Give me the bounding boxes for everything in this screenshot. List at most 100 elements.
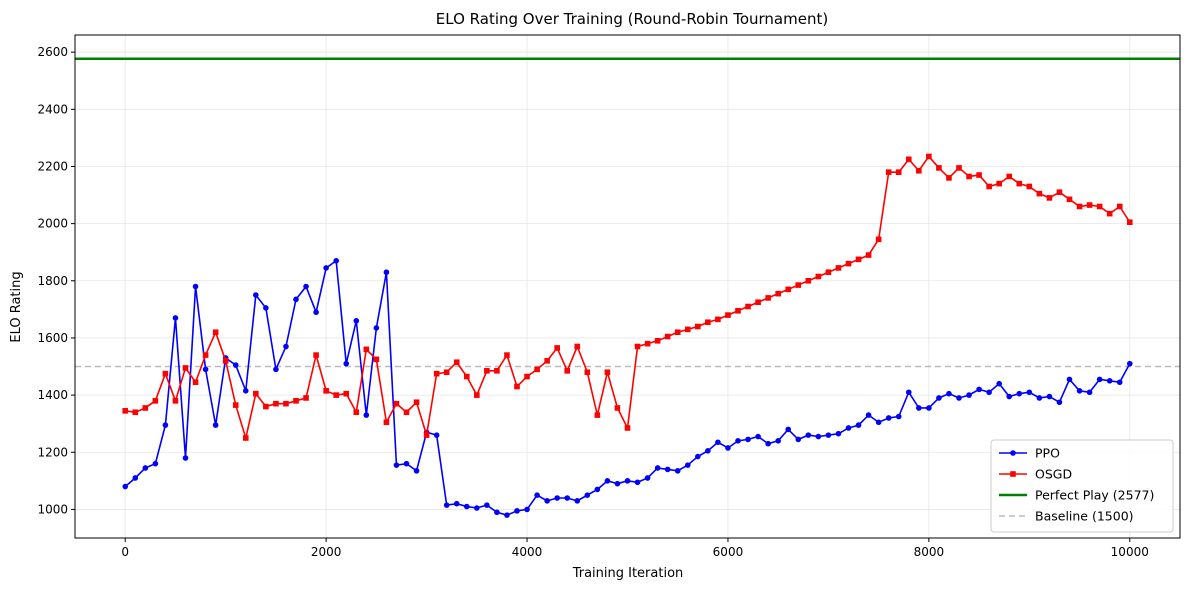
y-tick-label: 2600 [37, 45, 68, 59]
data-point-osgd [936, 165, 942, 171]
data-point-ppo [534, 492, 540, 498]
x-axis-label: Training Iteration [572, 566, 684, 581]
data-point-osgd [383, 419, 390, 426]
data-point-osgd [122, 408, 129, 414]
data-point-ppo [735, 438, 741, 444]
data-point-ppo [1106, 378, 1113, 384]
data-point-osgd [504, 352, 510, 358]
data-point-osgd [775, 290, 781, 297]
data-point-ppo [614, 480, 621, 487]
data-point-ppo [253, 292, 259, 298]
data-point-ppo [1026, 389, 1033, 396]
data-point-ppo [715, 439, 721, 446]
y-tick-label: 1000 [37, 502, 68, 516]
data-point-osgd [584, 369, 591, 376]
data-point-ppo [494, 509, 500, 516]
data-point-ppo [695, 453, 701, 460]
data-point-osgd [845, 260, 852, 267]
data-point-ppo [263, 305, 269, 311]
data-point-osgd [494, 368, 500, 374]
data-point-ppo [1076, 388, 1083, 394]
data-point-osgd [353, 409, 360, 416]
data-point-ppo [353, 317, 360, 324]
data-point-ppo [574, 498, 581, 504]
data-point-ppo [624, 478, 631, 484]
data-point-osgd [755, 299, 761, 306]
data-point-ppo [684, 462, 691, 468]
data-point-ppo [775, 438, 781, 444]
data-point-osgd [1006, 173, 1013, 180]
data-point-ppo [393, 462, 400, 468]
data-point-ppo [674, 468, 681, 474]
data-point-osgd [614, 405, 621, 411]
data-point-ppo [484, 502, 490, 508]
data-point-ppo [584, 492, 591, 498]
data-point-ppo [544, 498, 550, 504]
data-point-osgd [715, 316, 721, 323]
data-point-osgd [604, 369, 611, 376]
data-point-osgd [1046, 195, 1053, 201]
data-point-osgd [554, 345, 560, 351]
data-point-ppo [805, 432, 812, 438]
data-point-osgd [313, 352, 319, 358]
data-point-ppo [514, 508, 520, 514]
series-group [122, 153, 1133, 518]
data-point-ppo [644, 475, 651, 481]
plot-frame [74, 34, 1181, 539]
data-point-ppo [976, 386, 982, 393]
data-point-osgd [474, 392, 480, 398]
data-point-osgd [594, 412, 601, 418]
data-point-ppo [1086, 389, 1093, 396]
data-point-osgd [725, 312, 731, 318]
data-point-osgd [222, 358, 229, 364]
data-point-osgd [303, 395, 309, 401]
x-tick-label: 2000 [311, 545, 342, 559]
data-point-ppo [1006, 393, 1013, 400]
data-point-osgd [905, 156, 912, 163]
data-point-ppo [273, 366, 279, 373]
data-point-osgd [1106, 210, 1113, 217]
data-point-ppo [865, 412, 872, 418]
data-point-ppo [433, 432, 440, 438]
data-point-osgd [966, 173, 972, 180]
data-point-osgd [956, 165, 962, 171]
data-point-osgd [745, 303, 751, 310]
data-point-ppo [1016, 390, 1023, 397]
legend-label: OSGD [1035, 467, 1072, 482]
y-tick-label: 1200 [37, 445, 68, 459]
data-point-osgd [926, 153, 932, 160]
data-point-osgd [705, 319, 711, 326]
data-point-osgd [986, 183, 992, 190]
y-tick-label: 1400 [37, 388, 68, 402]
x-tick-label: 10000 [1111, 545, 1149, 559]
data-point-osgd [916, 167, 922, 174]
data-point-osgd [232, 402, 239, 408]
data-point-osgd [273, 400, 279, 407]
data-point-ppo [524, 506, 530, 513]
data-point-ppo [745, 436, 751, 443]
data-point-ppo [142, 465, 149, 471]
data-point-ppo [343, 360, 350, 367]
data-point-ppo [946, 390, 952, 397]
data-point-osgd [634, 343, 641, 350]
data-point-ppo [373, 325, 380, 331]
data-point-ppo [232, 362, 239, 368]
data-point-osgd [875, 236, 882, 243]
data-point-ppo [795, 436, 802, 443]
data-point-ppo [815, 433, 822, 440]
data-point-osgd [574, 343, 581, 350]
legend-marker [1010, 450, 1016, 456]
data-point-osgd [895, 169, 902, 175]
data-point-osgd [946, 175, 952, 181]
data-point-ppo [202, 366, 209, 373]
x-tick-label: 8000 [914, 545, 945, 559]
data-point-osgd [825, 269, 832, 276]
data-point-osgd [785, 286, 792, 293]
data-point-osgd [413, 399, 420, 406]
data-point-ppo [654, 465, 661, 471]
data-point-osgd [132, 409, 139, 416]
data-point-osgd [363, 346, 370, 353]
data-point-osgd [1036, 190, 1043, 197]
data-point-osgd [393, 400, 400, 407]
